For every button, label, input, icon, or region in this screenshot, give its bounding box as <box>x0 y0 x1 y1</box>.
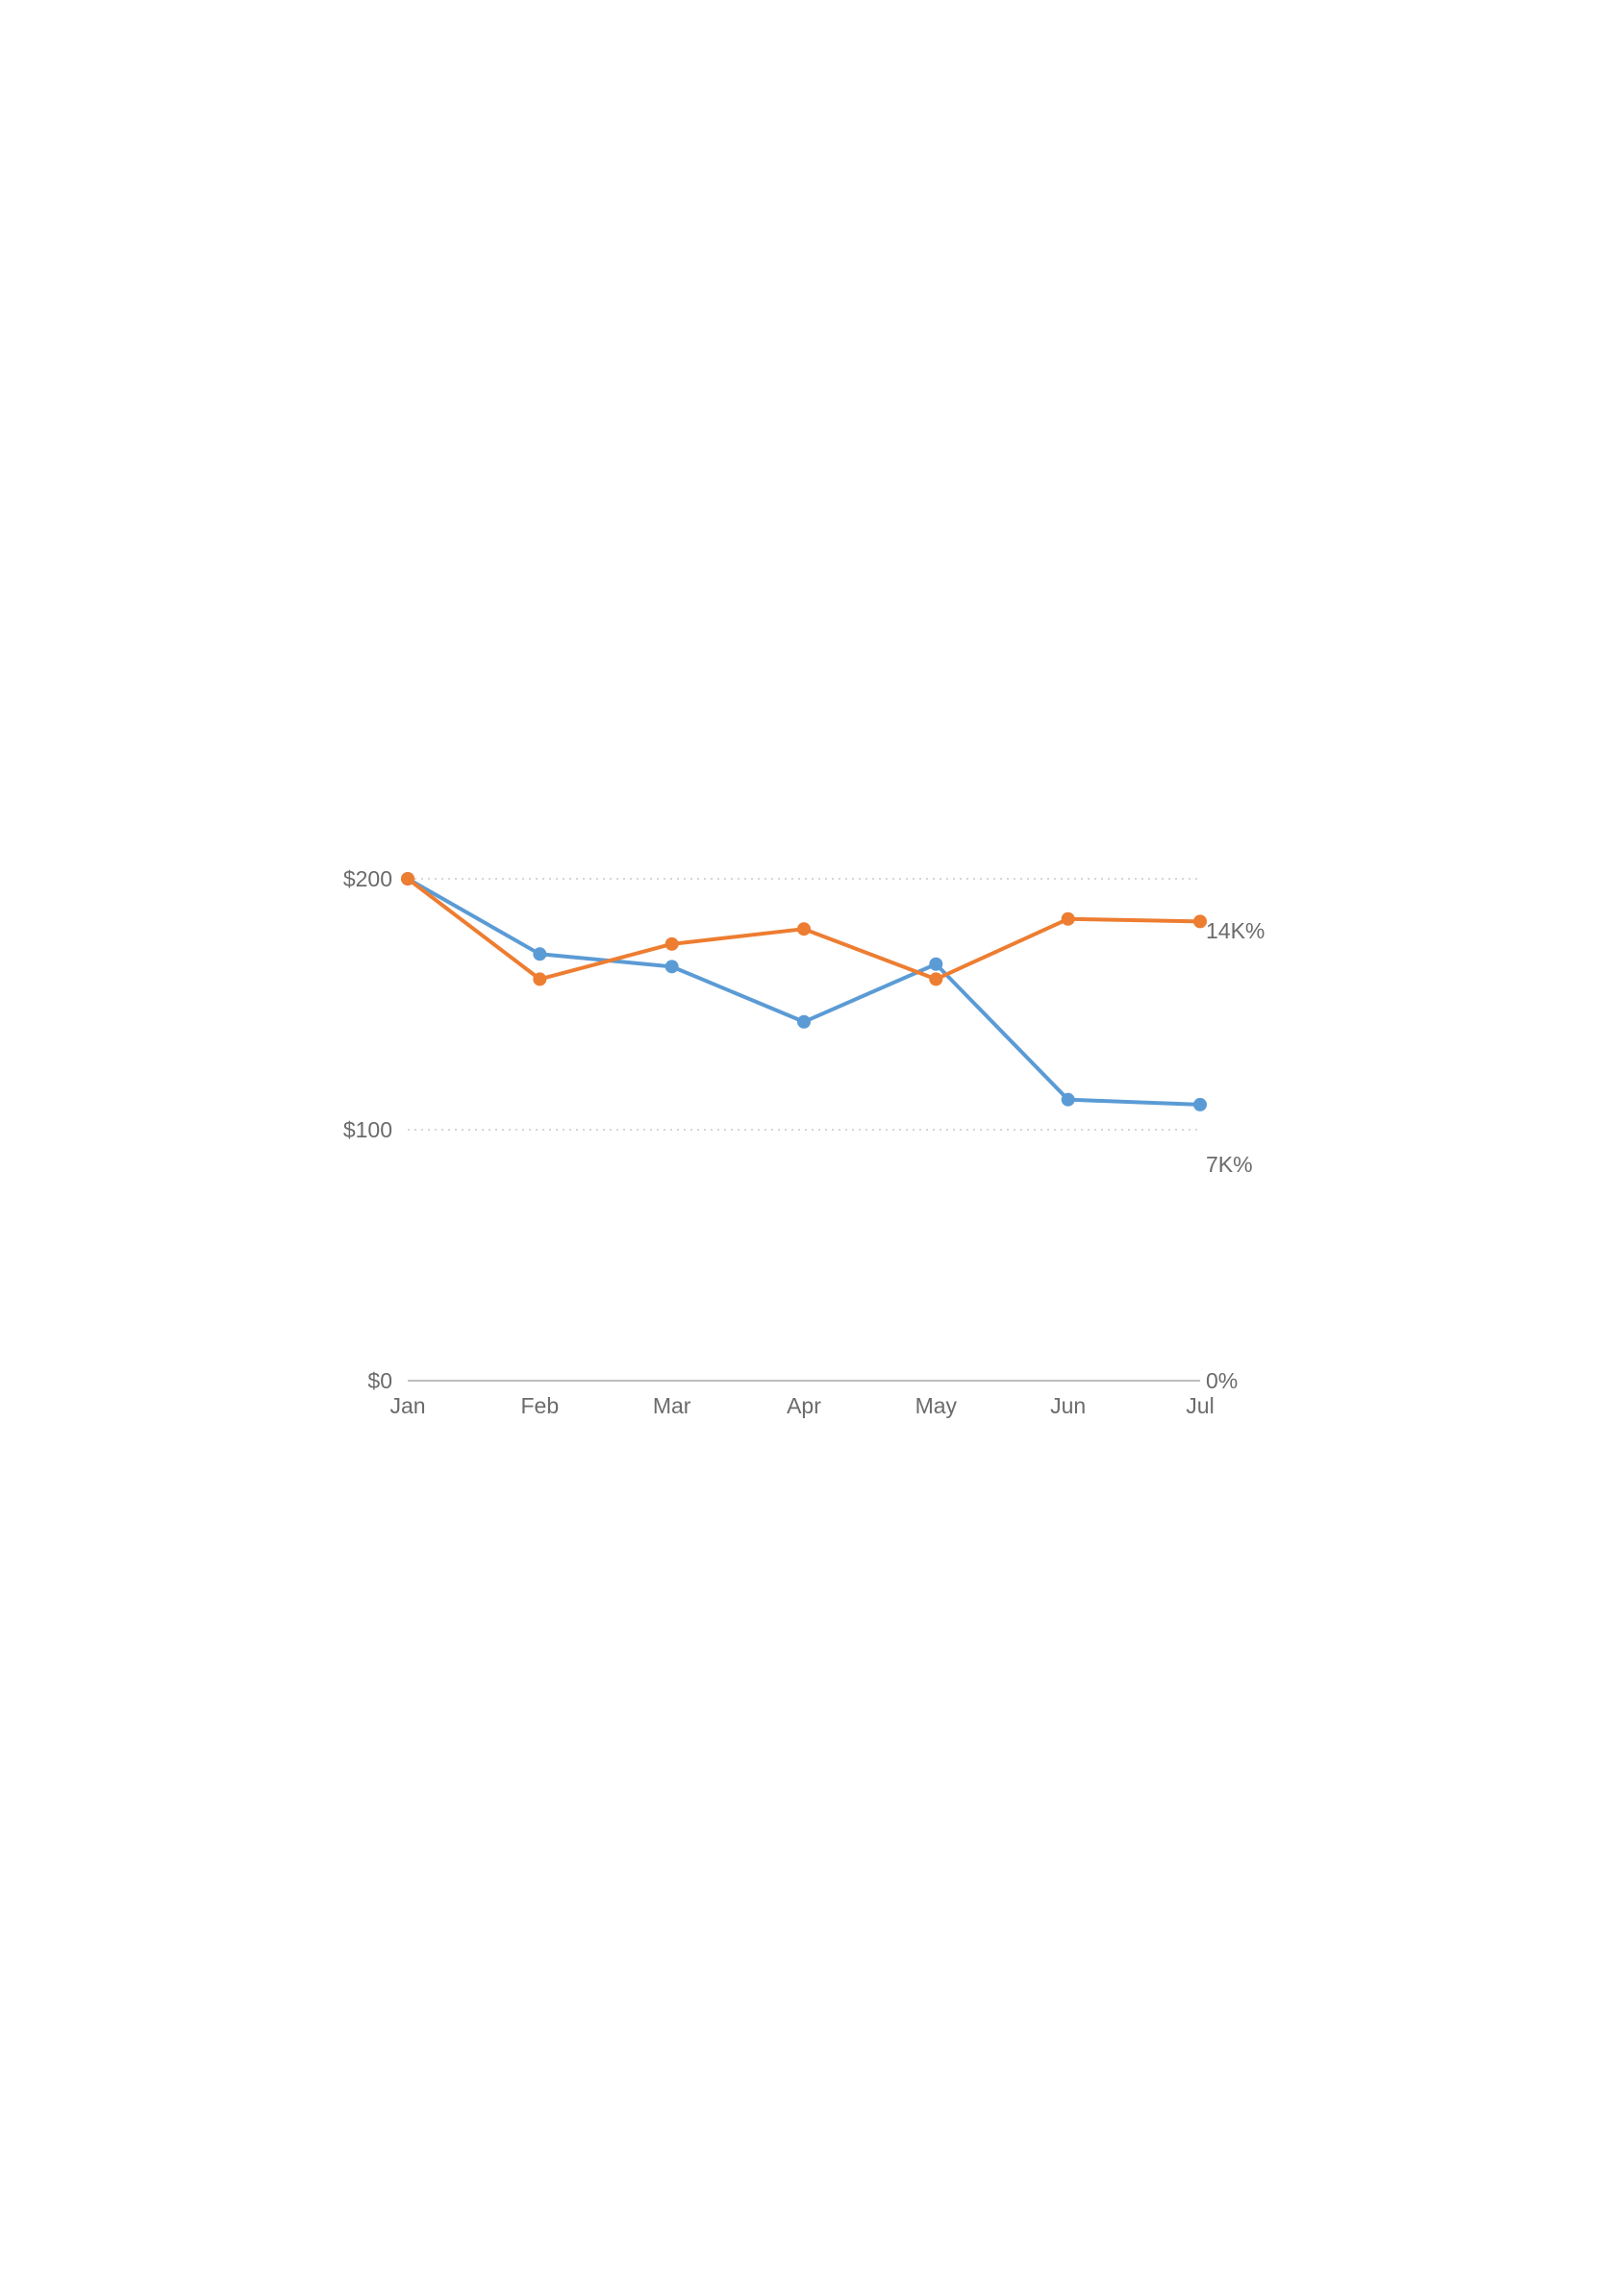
x-tick-label: Jun <box>1050 1393 1086 1418</box>
series-1-point-jul <box>1193 1097 1207 1111</box>
series-1-point-apr <box>797 1014 811 1029</box>
y-left-tick-label: $200 <box>343 866 392 891</box>
y-left-tick-label: $100 <box>343 1117 392 1142</box>
x-tick-label: Mar <box>653 1393 691 1418</box>
series-2-point-may <box>929 972 943 986</box>
x-tick-label: Apr <box>787 1393 821 1418</box>
tick-labels: $0 $100 $200 0% 7K% 14K% Jan Feb Mar Apr May Jun Jul <box>343 866 1266 1418</box>
series-2-point-jan <box>401 872 414 886</box>
y-left-tick-label: $0 <box>367 1368 392 1393</box>
x-tick-label: Jul <box>1186 1393 1214 1418</box>
series-1-point-may <box>929 957 943 971</box>
series-2-point-mar <box>664 936 679 951</box>
y-right-tick-label: 0% <box>1206 1368 1238 1393</box>
x-tick-label: Jan <box>389 1393 425 1418</box>
y-right-tick-label: 7K% <box>1206 1152 1253 1177</box>
x-tick-label: May <box>915 1393 958 1418</box>
series-2-point-feb <box>533 972 547 986</box>
series-2-point-jul <box>1193 914 1207 929</box>
series-1-point-feb <box>533 947 547 961</box>
series-1-point-mar <box>664 960 679 974</box>
series-2-point-apr <box>797 922 811 936</box>
series-1-point-jun <box>1061 1092 1075 1107</box>
y-right-tick-label: 14K% <box>1206 918 1265 943</box>
series-2-point-jun <box>1061 911 1075 926</box>
series-lines <box>401 872 1207 1111</box>
series-1-line <box>406 877 1202 1107</box>
grid-lines <box>408 878 1200 1131</box>
x-tick-label: Feb <box>521 1393 560 1418</box>
